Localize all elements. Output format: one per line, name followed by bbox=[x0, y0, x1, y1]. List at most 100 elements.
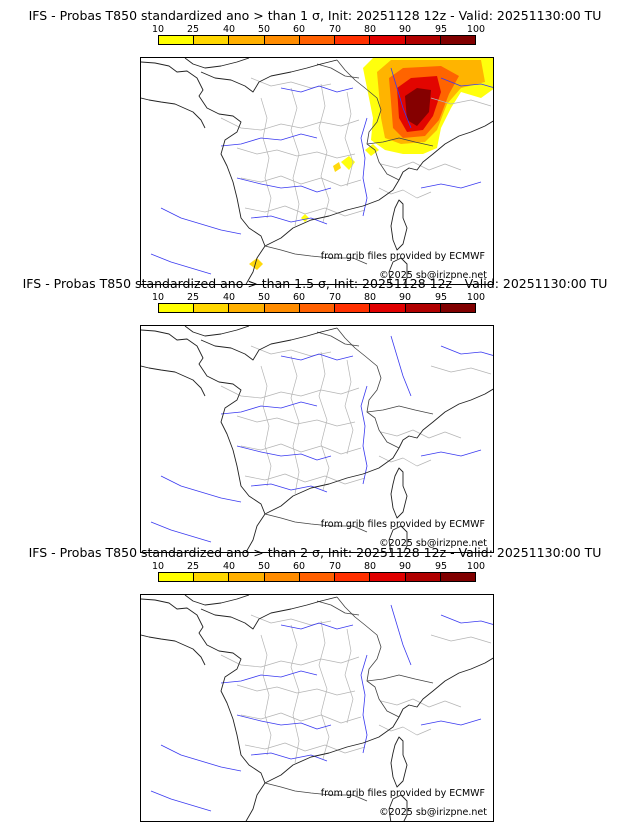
river bbox=[280, 622, 354, 630]
river bbox=[150, 521, 212, 543]
admin-boundary bbox=[260, 365, 272, 487]
colorbar-swatch bbox=[335, 573, 371, 581]
river bbox=[440, 614, 493, 625]
colorbar-labels: 10 25 40 50 60 70 80 90 95 100 bbox=[152, 561, 485, 572]
admin-boundary bbox=[430, 634, 492, 644]
panel-title: IFS - Probas T850 standardized ano > tha… bbox=[28, 545, 602, 560]
river bbox=[390, 335, 412, 397]
colorbar-label: 70 bbox=[328, 561, 342, 572]
river bbox=[160, 207, 242, 235]
france-map: from grib files provided by ECMWF ©2025 … bbox=[140, 57, 494, 285]
island-coastline bbox=[390, 736, 408, 788]
river bbox=[280, 353, 354, 361]
colorbar-label: 50 bbox=[257, 561, 271, 572]
colorbar-swatch bbox=[440, 36, 475, 44]
admin-boundary bbox=[244, 205, 366, 217]
map-panel-2sigma: IFS - Probas T850 standardized ano > tha… bbox=[0, 545, 630, 822]
colorbar-label: 25 bbox=[186, 561, 200, 572]
colorbar-label: 40 bbox=[222, 561, 236, 572]
colorbar-swatch bbox=[299, 304, 336, 312]
probability-contour bbox=[249, 258, 263, 270]
colorbar-swatch bbox=[194, 36, 230, 44]
colorbar-swatch bbox=[405, 304, 441, 312]
admin-boundary bbox=[220, 117, 360, 131]
river bbox=[250, 752, 328, 762]
colorbar-swatch bbox=[299, 573, 336, 581]
coastline bbox=[398, 120, 493, 181]
admin-boundary bbox=[380, 161, 462, 171]
island-coastline bbox=[390, 467, 408, 519]
admin-boundary bbox=[378, 187, 432, 199]
country-border bbox=[336, 59, 400, 181]
colorbar-swatch bbox=[264, 304, 300, 312]
colorbar-swatch bbox=[370, 573, 406, 581]
river bbox=[220, 670, 318, 684]
coastline bbox=[141, 365, 206, 397]
colorbar-label: 70 bbox=[328, 292, 342, 303]
admin-boundary bbox=[220, 654, 360, 668]
country-border bbox=[336, 596, 400, 718]
colorbar-swatch bbox=[370, 36, 406, 44]
country-border bbox=[316, 331, 360, 347]
colorbar-swatch bbox=[405, 36, 441, 44]
colorbar-swatch bbox=[299, 36, 336, 44]
admin-boundary bbox=[290, 355, 300, 495]
country-border bbox=[366, 137, 434, 147]
probability-colorbar: 10 25 40 50 60 70 80 90 95 100 bbox=[152, 561, 485, 588]
copyright-credit: ©2025 sb@irizpne.net bbox=[379, 270, 487, 281]
colorbar-swatch bbox=[159, 304, 195, 312]
colorbar-labels: 10 25 40 50 60 70 80 90 95 100 bbox=[152, 292, 485, 303]
river bbox=[420, 449, 482, 457]
coastline bbox=[398, 657, 493, 718]
country-border bbox=[264, 513, 368, 533]
probability-colorbar: 10 25 40 50 60 70 80 90 95 100 bbox=[152, 24, 485, 51]
colorbar-label: 50 bbox=[257, 292, 271, 303]
river bbox=[250, 215, 328, 225]
data-source-credit: from grib files provided by ECMWF bbox=[320, 519, 485, 530]
river bbox=[440, 77, 493, 88]
river bbox=[360, 654, 368, 754]
colorbar-swatch bbox=[370, 304, 406, 312]
coastline bbox=[264, 179, 400, 247]
colorbar-label: 25 bbox=[186, 292, 200, 303]
admin-boundary bbox=[344, 359, 354, 455]
colorbar-label: 95 bbox=[434, 24, 448, 35]
country-border bbox=[264, 245, 368, 265]
colorbar-swatch bbox=[229, 573, 265, 581]
coastline bbox=[141, 598, 266, 821]
colorbar-label: 90 bbox=[398, 561, 412, 572]
river bbox=[360, 385, 368, 485]
coastline bbox=[141, 634, 206, 666]
colorbar-label: 50 bbox=[257, 24, 271, 35]
colorbar-swatch bbox=[440, 573, 475, 581]
probability-field bbox=[249, 58, 493, 270]
colorbar-label: 90 bbox=[398, 292, 412, 303]
colorbar-swatch bbox=[405, 573, 441, 581]
river bbox=[220, 133, 318, 147]
colorbar-label: 60 bbox=[292, 24, 306, 35]
france-map: from grib files provided by ECMWF ©2025 … bbox=[140, 325, 494, 553]
river bbox=[160, 744, 242, 772]
river bbox=[236, 445, 332, 461]
admin-boundary bbox=[378, 455, 432, 467]
island-coastline bbox=[388, 525, 408, 552]
coastline bbox=[200, 327, 338, 361]
admin-boundary bbox=[240, 443, 362, 455]
country-border bbox=[316, 600, 360, 616]
country-border bbox=[336, 327, 400, 449]
river bbox=[440, 345, 493, 356]
coastline bbox=[184, 595, 250, 606]
colorbar-label: 10 bbox=[151, 292, 165, 303]
river bbox=[236, 177, 332, 193]
colorbar-label: 100 bbox=[466, 24, 486, 35]
data-source-credit: from grib files provided by ECMWF bbox=[320, 251, 485, 262]
river bbox=[236, 714, 332, 730]
france-map: from grib files provided by ECMWF ©2025 … bbox=[140, 594, 494, 822]
map-svg bbox=[141, 595, 493, 821]
admin-boundary bbox=[244, 742, 366, 754]
river bbox=[420, 181, 482, 189]
colorbar-label: 90 bbox=[398, 24, 412, 35]
river bbox=[160, 475, 242, 503]
coastline bbox=[200, 596, 338, 630]
colorbar-label: 10 bbox=[151, 561, 165, 572]
